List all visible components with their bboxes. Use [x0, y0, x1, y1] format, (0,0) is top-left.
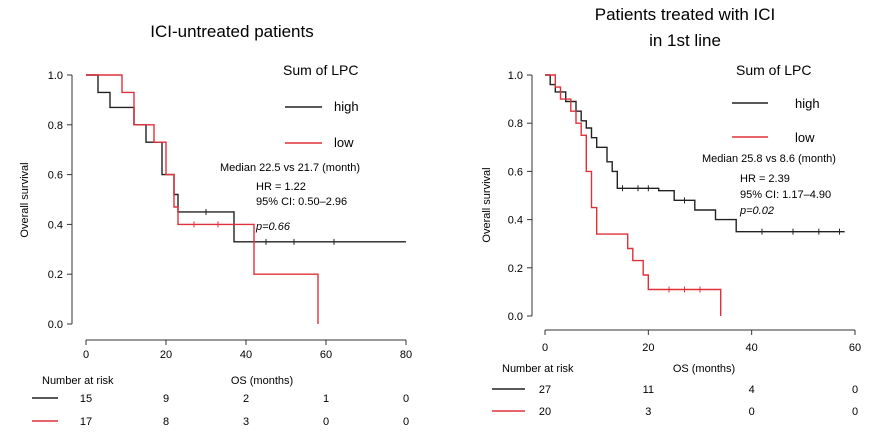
curves: [86, 74, 406, 324]
y-tick-label: 1.0: [48, 70, 63, 82]
km-curve-high: [545, 74, 845, 233]
risk-table: 15 9 2 1 0 17 8 3 0 0: [32, 393, 409, 428]
y-tick-label: 0.0: [48, 319, 63, 331]
risk-count: 8: [163, 416, 169, 428]
risk-count: 2: [243, 393, 249, 405]
risk-count: 1: [323, 393, 329, 405]
panel-ici-untreated: ICI-untreated patients 0.0 0.2 0.4 0.6 0.8 1.…: [19, 22, 412, 428]
x-tick-label: 20: [160, 349, 172, 361]
hr-text: HR = 2.39: [740, 173, 790, 185]
p-value-text: p=0.66: [255, 221, 291, 233]
risk-count: 20: [539, 406, 551, 418]
x-tick-label: 60: [320, 349, 332, 361]
risk-count: 0: [852, 384, 858, 396]
legend-label-high: high: [795, 96, 820, 111]
x-tick-label: 0: [83, 349, 89, 361]
km-curve-low: [86, 74, 319, 324]
km-curve-low: [545, 74, 722, 316]
risk-count: 9: [163, 393, 169, 405]
chart-title: ICI-untreated patients: [150, 22, 313, 41]
curves: [545, 74, 845, 316]
risk-count: 0: [403, 393, 409, 405]
x-tick-label: 20: [642, 342, 654, 354]
risk-count: 27: [539, 384, 551, 396]
risk-table: 27 11 4 0 20 3 0 0: [492, 384, 858, 418]
x-tick-label: 0: [542, 342, 548, 354]
p-value-text: p=0.02: [739, 205, 774, 217]
y-axis-label: Overall survival: [481, 167, 493, 242]
y-tick-label: 0.2: [508, 263, 523, 275]
x-axis-label: OS (months): [231, 375, 293, 387]
ci-text: 95% CI: 1.17–4.90: [740, 189, 831, 201]
chart-subtitle: in 1st line: [649, 31, 721, 50]
legend-title: Sum of LPC: [736, 62, 811, 78]
x-tick-label: 60: [849, 342, 861, 354]
ci-text: 95% CI: 0.50–2.96: [256, 196, 347, 208]
chart-title: Patients treated with ICI: [595, 5, 775, 24]
risk-count: 11: [643, 384, 654, 396]
y-axis-label: Overall survival: [19, 162, 31, 237]
risk-count: 3: [645, 406, 651, 418]
y-tick-label: 0.8: [508, 118, 523, 130]
y-tick-label: 0.6: [508, 166, 523, 178]
x-tick-label: 40: [746, 342, 758, 354]
risk-table-header: Number at risk: [42, 375, 114, 387]
axes: 0.0 0.2 0.4 0.6 0.8 1.0 0 20 40 60: [508, 70, 861, 354]
hr-text: HR = 1.22: [256, 181, 306, 193]
risk-count: 0: [852, 406, 858, 418]
y-tick-label: 1.0: [508, 70, 523, 82]
risk-count: 3: [243, 416, 249, 428]
risk-count: 0: [749, 406, 755, 418]
median-text: Median 22.5 vs 21.7 (month): [220, 162, 360, 174]
x-tick-label: 80: [400, 349, 412, 361]
y-tick-label: 0.8: [48, 120, 63, 132]
risk-count: 4: [749, 384, 755, 396]
y-tick-label: 0.0: [508, 311, 523, 323]
legend-label-low: low: [334, 135, 354, 150]
risk-count: 0: [323, 416, 329, 428]
panel-ici-first-line: Patients treated with ICI in 1st line 0.…: [481, 5, 861, 418]
x-tick-label: 40: [240, 349, 252, 361]
risk-count: 0: [403, 416, 409, 428]
y-tick-label: 0.4: [48, 219, 63, 231]
risk-count: 15: [80, 393, 92, 405]
legend-label-low: low: [795, 130, 815, 145]
y-tick-label: 0.6: [48, 170, 63, 182]
risk-table-header: Number at risk: [502, 363, 574, 375]
risk-count: 17: [80, 416, 92, 428]
median-text: Median 25.8 vs 8.6 (month): [702, 153, 836, 165]
x-axis-label: OS (months): [673, 363, 735, 375]
y-tick-label: 0.4: [508, 215, 523, 227]
legend-title: Sum of LPC: [283, 62, 358, 78]
legend-label-high: high: [334, 99, 359, 114]
axes: 0.0 0.2 0.4 0.6 0.8 1.0 0 20 40 60 80: [48, 70, 412, 361]
y-tick-label: 0.2: [48, 269, 63, 281]
